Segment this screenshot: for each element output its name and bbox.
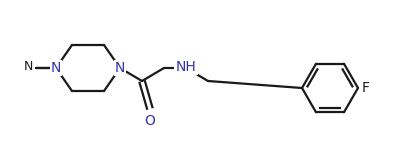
- Text: NH: NH: [175, 60, 196, 74]
- Text: N: N: [24, 60, 33, 74]
- Text: O: O: [144, 114, 155, 128]
- Text: F: F: [362, 81, 370, 95]
- Text: N: N: [51, 61, 61, 75]
- Text: N: N: [115, 61, 125, 75]
